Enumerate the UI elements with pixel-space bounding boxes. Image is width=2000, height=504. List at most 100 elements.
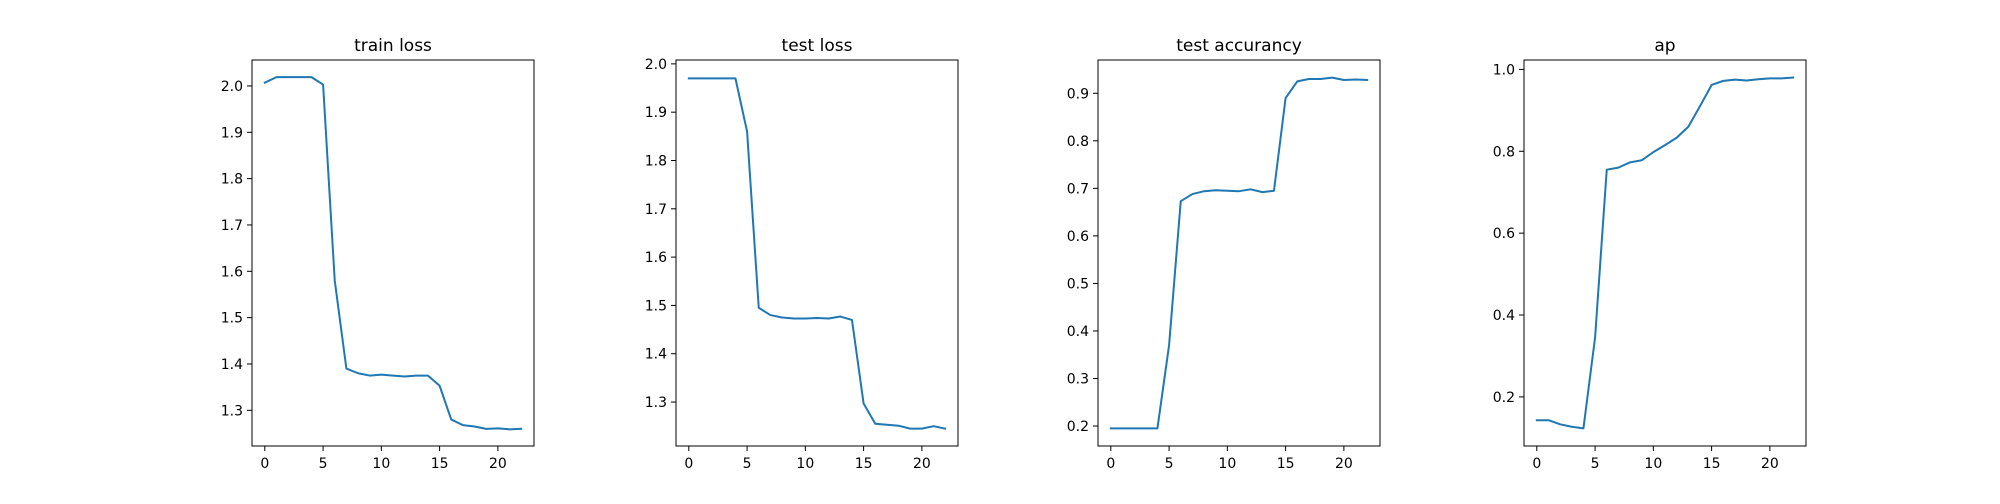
x-tick-label: 5	[1165, 456, 1174, 472]
x-tick-label: 0	[1106, 456, 1115, 472]
x-tick-label: 20	[1335, 456, 1353, 472]
data-point	[1559, 423, 1561, 425]
data-point	[1629, 161, 1631, 163]
data-point	[520, 428, 522, 430]
data-point	[1781, 77, 1783, 79]
series-line	[263, 76, 523, 431]
y-tick-label: 0.4	[1067, 324, 1089, 340]
data-point	[1582, 427, 1584, 429]
data-point	[264, 82, 266, 84]
data-point	[275, 76, 277, 78]
data-point	[369, 375, 371, 377]
series-line	[687, 77, 947, 430]
y-tick-label: 0.7	[1067, 181, 1089, 197]
data-point	[1664, 144, 1666, 146]
y-tick-label: 1.4	[221, 357, 243, 373]
y-tick-label: 1.3	[645, 395, 667, 411]
data-point	[439, 385, 441, 387]
data-point	[392, 375, 394, 377]
data-point	[1145, 427, 1147, 429]
data-point	[1238, 190, 1240, 192]
data-point	[851, 319, 853, 321]
data-point	[1320, 78, 1322, 80]
data-point	[509, 428, 511, 430]
y-tick-label: 1.6	[645, 250, 667, 266]
data-point	[816, 317, 818, 319]
y-tick-label: 0.8	[1067, 134, 1089, 150]
y-tick-label: 0.6	[1067, 229, 1089, 245]
y-tick-label: 1.5	[645, 298, 667, 314]
data-point	[793, 317, 795, 319]
data-point	[1757, 78, 1759, 80]
data-point	[1711, 84, 1713, 86]
y-tick-label: 1.0	[1493, 62, 1515, 78]
y-tick-label: 2.0	[221, 79, 243, 95]
data-point	[898, 425, 900, 427]
data-point	[1308, 78, 1310, 80]
x-tick-label: 10	[1644, 456, 1662, 472]
chart-1: test loss 0 5 10 15 20 1.3 1.4 1.5 1.6 1.7 1.8 1.9 2.…	[645, 36, 959, 472]
x-tick-label: 10	[1218, 456, 1236, 472]
y-tick-label: 1.9	[221, 125, 243, 141]
y-tick-label: 1.6	[221, 264, 243, 280]
chart-0: train loss 0 5 10 15 20 1.3 1.4 1.5 1.6 1.7 1.8 1.9 2…	[221, 36, 535, 472]
chart-title: train loss	[354, 36, 432, 56]
data-point	[380, 374, 382, 376]
x-tick-label: 10	[372, 456, 390, 472]
axes-frame	[1097, 59, 1381, 447]
chart-2: test accurancy 0 5 10 15 20 0.2 0.3 0.4 0.5 0.6 0.7…	[1067, 36, 1381, 472]
data-point	[497, 427, 499, 429]
axes-frame	[675, 59, 959, 447]
data-point	[334, 280, 336, 282]
data-point	[450, 419, 452, 421]
data-point	[299, 76, 301, 78]
y-tick-label: 1.7	[221, 218, 243, 234]
y-tick-label: 2.0	[645, 57, 667, 73]
y-tick-label: 1.7	[645, 202, 667, 218]
data-point	[322, 84, 324, 86]
y-tick-label: 0.2	[1067, 419, 1089, 435]
x-tick-label: 5	[743, 456, 752, 472]
chart-title: test accurancy	[1176, 36, 1302, 56]
data-point	[1261, 191, 1263, 193]
data-point	[1355, 78, 1357, 80]
data-point	[1331, 77, 1333, 79]
data-point	[746, 130, 748, 132]
data-point	[1792, 77, 1794, 79]
y-tick-label: 0.9	[1067, 86, 1089, 102]
chart-3: ap 0 5 10 15 20 0.2 0.4 0.6 0.8 1.0	[1493, 36, 1807, 472]
data-point	[1121, 427, 1123, 429]
x-tick-label: 5	[319, 456, 328, 472]
data-point	[688, 77, 690, 79]
x-tick-label: 10	[796, 456, 814, 472]
data-point	[485, 428, 487, 430]
series-line	[1109, 76, 1369, 430]
data-point	[1571, 426, 1573, 428]
data-point	[1617, 167, 1619, 169]
data-point	[1156, 427, 1158, 429]
y-tick-label: 0.8	[1493, 144, 1515, 160]
data-point	[357, 372, 359, 374]
data-point	[1180, 200, 1182, 202]
y-tick-label: 0.6	[1493, 226, 1515, 242]
data-point	[1110, 427, 1112, 429]
data-point	[699, 77, 701, 79]
data-point	[474, 426, 476, 428]
data-point	[1191, 193, 1193, 195]
y-tick-label: 1.4	[645, 347, 667, 363]
data-point	[1250, 188, 1252, 190]
data-point	[874, 423, 876, 425]
x-tick-label: 15	[1703, 456, 1721, 472]
data-point	[886, 424, 888, 426]
data-point	[1226, 190, 1228, 192]
x-tick-label: 15	[855, 456, 873, 472]
data-point	[1687, 126, 1689, 128]
data-point	[758, 307, 760, 309]
data-point	[769, 314, 771, 316]
data-point	[427, 375, 429, 377]
x-tick-label: 20	[489, 456, 507, 472]
y-tick-label: 1.5	[221, 311, 243, 327]
chart-title: test loss	[782, 36, 853, 56]
data-point	[1594, 337, 1596, 339]
x-tick-label: 20	[1761, 456, 1779, 472]
